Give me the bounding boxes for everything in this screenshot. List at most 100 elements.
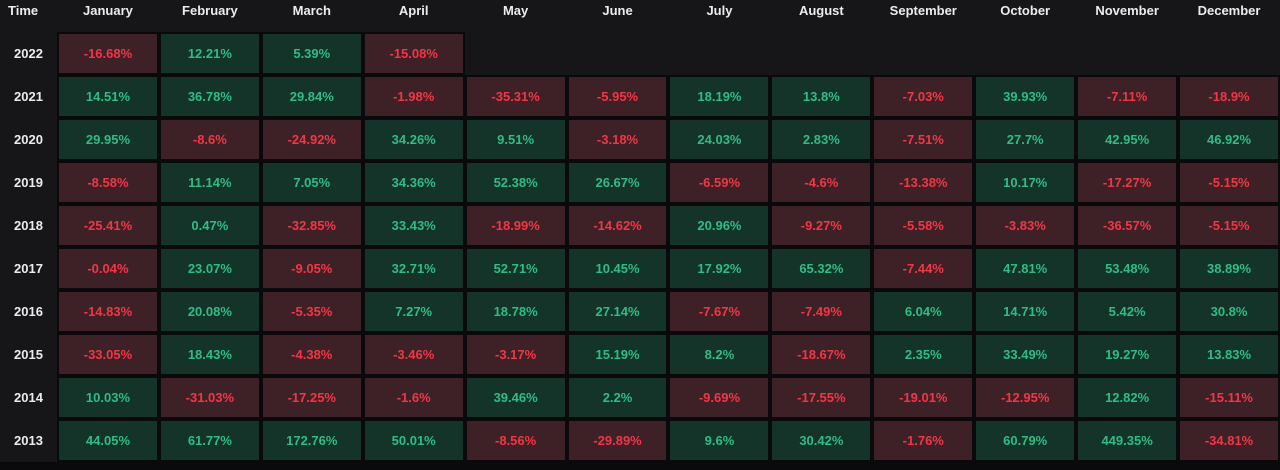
return-cell-2019-january: -8.58% (57, 161, 159, 204)
return-cell-2018-february: 0.47% (158, 204, 261, 247)
return-cell-2022-december (1178, 32, 1280, 75)
return-cell-2013-june: -29.89% (566, 419, 669, 462)
return-cell-2013-july: 9.6% (668, 419, 771, 462)
return-cell-2017-october: 47.81% (974, 247, 1077, 290)
return-cell-2021-may: -35.31% (464, 75, 567, 118)
return-cell-2017-may: 52.71% (464, 247, 567, 290)
return-cell-2013-october: 60.79% (974, 419, 1077, 462)
return-cell-2014-august: -17.55% (770, 376, 873, 419)
row-label-2017: 2017 (14, 261, 43, 276)
return-cell-2020-december: 46.92% (1178, 118, 1280, 161)
return-cell-2019-november: -17.27% (1076, 161, 1179, 204)
return-cell-2017-april: 32.71% (362, 247, 465, 290)
return-cell-2020-april: 34.26% (362, 118, 465, 161)
row-label-2022: 2022 (14, 46, 43, 61)
return-cell-2022-may (465, 32, 567, 75)
return-cell-2015-july: 8.2% (668, 333, 771, 376)
return-cell-2016-june: 27.14% (566, 290, 669, 333)
return-cell-2019-april: 34.36% (362, 161, 465, 204)
return-cell-2019-june: 26.67% (566, 161, 669, 204)
return-cell-2020-november: 42.95% (1076, 118, 1179, 161)
column-header-march: March (292, 2, 331, 18)
return-cell-2014-october: -12.95% (974, 376, 1077, 419)
return-cell-2018-june: -14.62% (566, 204, 669, 247)
row-label-2021: 2021 (14, 89, 43, 104)
return-cell-2018-october: -3.83% (974, 204, 1077, 247)
return-cell-2016-may: 18.78% (464, 290, 567, 333)
row-label-2016: 2016 (14, 304, 43, 319)
return-cell-2017-march: -9.05% (260, 247, 363, 290)
return-cell-2020-january: 29.95% (57, 118, 159, 161)
return-cell-2013-may: -8.56% (464, 419, 567, 462)
return-cell-2017-july: 17.92% (668, 247, 771, 290)
return-cell-2018-july: 20.96% (668, 204, 771, 247)
table-corner-label: Time (8, 2, 39, 18)
return-cell-2017-january: -0.04% (57, 247, 159, 290)
column-header-august: August (798, 2, 844, 18)
return-cell-2016-january: -14.83% (57, 290, 159, 333)
return-cell-2014-july: -9.69% (668, 376, 771, 419)
return-cell-2020-march: -24.92% (260, 118, 363, 161)
return-cell-2020-may: 9.51% (464, 118, 567, 161)
return-cell-2017-february: 23.07% (158, 247, 261, 290)
return-cell-2014-april: -1.6% (362, 376, 465, 419)
return-cell-2016-december: 30.8% (1178, 290, 1280, 333)
return-cell-2019-march: 7.05% (260, 161, 363, 204)
return-cell-2019-december: -5.15% (1178, 161, 1280, 204)
return-cell-2021-december: -18.9% (1178, 75, 1280, 118)
return-cell-2022-january: -16.68% (57, 32, 159, 75)
return-cell-2021-march: 29.84% (260, 75, 363, 118)
return-cell-2020-july: 24.03% (668, 118, 771, 161)
return-cell-2018-november: -36.57% (1076, 204, 1179, 247)
return-cell-2015-june: 15.19% (566, 333, 669, 376)
return-cell-2013-april: 50.01% (362, 419, 465, 462)
return-cell-2022-october (974, 32, 1076, 75)
return-cell-2019-july: -6.59% (668, 161, 771, 204)
return-cell-2016-february: 20.08% (158, 290, 261, 333)
return-cell-2019-may: 52.38% (464, 161, 567, 204)
return-cell-2015-january: -33.05% (57, 333, 159, 376)
return-cell-2018-january: -25.41% (57, 204, 159, 247)
return-cell-2017-august: 65.32% (770, 247, 873, 290)
column-header-february: February (182, 2, 238, 18)
return-cell-2015-february: 18.43% (158, 333, 261, 376)
row-label-2018: 2018 (14, 218, 43, 233)
return-cell-2022-august (770, 32, 872, 75)
return-cell-2014-january: 10.03% (57, 376, 159, 419)
row-label-2014: 2014 (14, 390, 43, 405)
return-cell-2020-september: -7.51% (872, 118, 975, 161)
bottom-bar (0, 462, 1280, 470)
return-cell-2015-august: -18.67% (770, 333, 873, 376)
return-cell-2020-october: 27.7% (974, 118, 1077, 161)
return-cell-2013-november: 449.35% (1076, 419, 1179, 462)
return-cell-2018-may: -18.99% (464, 204, 567, 247)
return-cell-2022-april: -15.08% (362, 32, 465, 75)
return-cell-2017-september: -7.44% (872, 247, 975, 290)
return-cell-2013-september: -1.76% (872, 419, 975, 462)
return-cell-2021-april: -1.98% (362, 75, 465, 118)
return-cell-2016-july: -7.67% (668, 290, 771, 333)
return-cell-2014-march: -17.25% (260, 376, 363, 419)
return-cell-2022-july (668, 32, 770, 75)
row-label-2013: 2013 (14, 433, 43, 448)
return-cell-2018-september: -5.58% (872, 204, 975, 247)
return-cell-2015-december: 13.83% (1178, 333, 1280, 376)
return-cell-2016-september: 6.04% (872, 290, 975, 333)
row-label-2015: 2015 (14, 347, 43, 362)
return-cell-2018-december: -5.15% (1178, 204, 1280, 247)
return-cell-2013-march: 172.76% (260, 419, 363, 462)
return-cell-2019-august: -4.6% (770, 161, 873, 204)
return-cell-2022-march: 5.39% (260, 32, 363, 75)
return-cell-2015-november: 19.27% (1076, 333, 1179, 376)
return-cell-2019-october: 10.17% (974, 161, 1077, 204)
return-cell-2021-october: 39.93% (974, 75, 1077, 118)
return-cell-2014-february: -31.03% (158, 376, 261, 419)
return-cell-2021-november: -7.11% (1076, 75, 1179, 118)
return-cell-2022-november (1076, 32, 1178, 75)
return-cell-2021-august: 13.8% (770, 75, 873, 118)
return-cell-2014-december: -15.11% (1178, 376, 1280, 419)
table-body: 2022 -16.68% 12.21% 5.39% -15.08% 2021 14.51% 3… (0, 32, 1280, 462)
return-cell-2022-september (872, 32, 974, 75)
return-cell-2022-february: 12.21% (158, 32, 261, 75)
